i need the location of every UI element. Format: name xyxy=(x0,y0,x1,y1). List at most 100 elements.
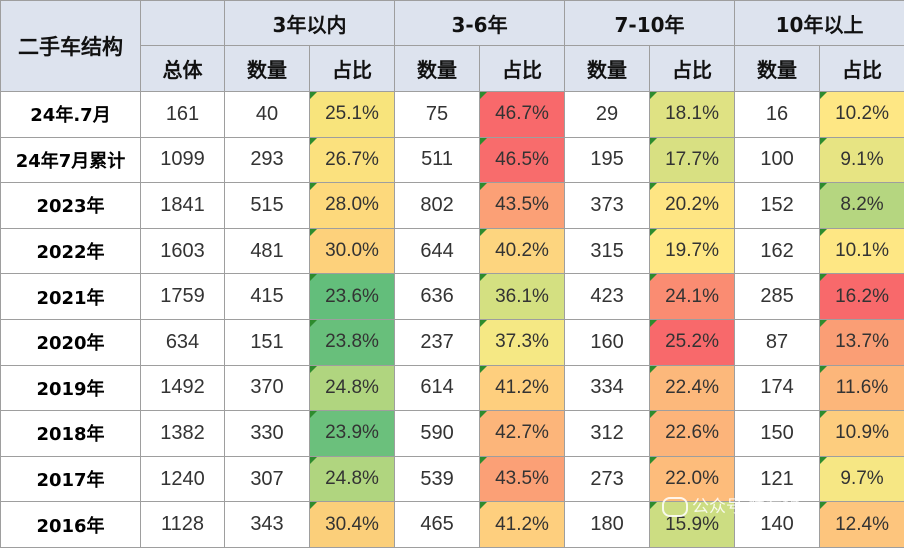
count-cell: 1382 xyxy=(140,410,225,457)
count-cell: 1099 xyxy=(140,136,225,184)
count-cell: 614 xyxy=(394,364,481,412)
corner-header: 二手车结构 xyxy=(0,0,141,92)
count-cell: 307 xyxy=(224,455,310,503)
count-cell: 180 xyxy=(564,501,651,548)
share-cell: 28.0% xyxy=(308,182,396,229)
share-cell: 10.2% xyxy=(819,91,904,138)
count-cell: 423 xyxy=(564,273,651,320)
col-header-count: 数量 xyxy=(394,45,481,92)
count-cell: 343 xyxy=(224,501,310,548)
share-cell: 23.6% xyxy=(308,273,396,320)
share-cell: 40.2% xyxy=(479,227,566,275)
share-cell: 43.5% xyxy=(479,182,566,229)
count-cell: 100 xyxy=(734,136,821,184)
share-cell: 12.4% xyxy=(819,501,904,548)
row-label: 2018年 xyxy=(0,410,141,457)
count-cell: 29 xyxy=(564,91,651,138)
count-cell: 16 xyxy=(734,91,821,138)
share-cell: 22.4% xyxy=(649,364,736,412)
count-cell: 511 xyxy=(394,136,481,184)
row-label: 2021年 xyxy=(0,273,141,320)
share-cell: 24.8% xyxy=(308,455,396,503)
count-cell: 1128 xyxy=(140,501,225,548)
count-cell: 152 xyxy=(734,182,821,229)
share-cell: 26.7% xyxy=(308,136,396,184)
count-cell: 161 xyxy=(140,91,225,138)
share-cell: 42.7% xyxy=(479,410,566,457)
count-cell: 636 xyxy=(394,273,481,320)
row-label: 24年7月累计 xyxy=(0,136,141,184)
share-cell: 23.8% xyxy=(308,318,396,366)
share-cell: 36.1% xyxy=(479,273,566,320)
share-cell: 46.7% xyxy=(479,91,566,138)
count-cell: 1759 xyxy=(140,273,225,320)
count-cell: 330 xyxy=(224,410,310,457)
col-header-count: 数量 xyxy=(734,45,821,92)
group-header-0-3: 3年以内 xyxy=(223,0,396,46)
table-row: 2017年 1240 307 24.8% 539 43.5% 273 22.0% 121 9.7% xyxy=(0,455,904,503)
count-cell: 634 xyxy=(140,318,225,366)
count-cell: 237 xyxy=(394,318,481,366)
row-label: 2020年 xyxy=(0,318,141,366)
count-cell: 75 xyxy=(394,91,481,138)
share-cell: 30.4% xyxy=(308,501,396,548)
share-cell: 20.2% xyxy=(649,182,736,229)
share-cell: 25.1% xyxy=(308,91,396,138)
group-header-10plus: 10年以上 xyxy=(734,0,904,46)
share-cell: 25.2% xyxy=(649,318,736,366)
count-cell: 415 xyxy=(224,273,310,320)
count-cell: 293 xyxy=(224,136,310,184)
count-cell: 1492 xyxy=(140,364,225,412)
share-cell: 43.5% xyxy=(479,455,566,503)
count-cell: 273 xyxy=(564,455,651,503)
count-cell: 150 xyxy=(734,410,821,457)
count-cell: 140 xyxy=(734,501,821,548)
count-cell: 515 xyxy=(224,182,310,229)
share-cell: 15.9% xyxy=(649,501,736,548)
share-cell: 19.7% xyxy=(649,227,736,275)
share-cell: 18.1% xyxy=(649,91,736,138)
count-cell: 481 xyxy=(224,227,310,275)
count-cell: 160 xyxy=(564,318,651,366)
share-cell: 8.2% xyxy=(819,182,904,229)
count-cell: 590 xyxy=(394,410,481,457)
group-header-7-10: 7-10年 xyxy=(564,0,736,46)
blank-header xyxy=(140,0,225,46)
share-cell: 22.0% xyxy=(649,455,736,503)
share-cell: 23.9% xyxy=(308,410,396,457)
count-cell: 644 xyxy=(394,227,481,275)
share-cell: 9.7% xyxy=(819,455,904,503)
share-cell: 24.1% xyxy=(649,273,736,320)
count-cell: 285 xyxy=(734,273,821,320)
row-label: 2022年 xyxy=(0,227,141,275)
group-header-3-6: 3-6年 xyxy=(394,0,566,46)
table-row: 2021年 1759 415 23.6% 636 36.1% 423 24.1% 285 16.2… xyxy=(0,273,904,320)
row-label: 2023年 xyxy=(0,182,141,229)
count-cell: 121 xyxy=(734,455,821,503)
count-cell: 40 xyxy=(224,91,310,138)
row-label: 24年.7月 xyxy=(0,91,141,138)
share-cell: 9.1% xyxy=(819,136,904,184)
count-cell: 465 xyxy=(394,501,481,548)
share-cell: 16.2% xyxy=(819,273,904,320)
share-cell: 13.7% xyxy=(819,318,904,366)
col-header-share: 占比 xyxy=(819,45,904,92)
share-cell: 41.2% xyxy=(479,501,566,548)
table-row: 2020年 634 151 23.8% 237 37.3% 160 25.2% 87 13.7% xyxy=(0,318,904,366)
share-cell: 10.9% xyxy=(819,410,904,457)
count-cell: 1240 xyxy=(140,455,225,503)
count-cell: 87 xyxy=(734,318,821,366)
count-cell: 162 xyxy=(734,227,821,275)
count-cell: 1603 xyxy=(140,227,225,275)
share-cell: 24.8% xyxy=(308,364,396,412)
table-row: 24年.7月 161 40 25.1% 75 46.7% 29 18.1% 16 10.2% xyxy=(0,91,904,138)
table-row: 24年7月累计 1099 293 26.7% 511 46.5% 195 17.7% 100 9.… xyxy=(0,136,904,184)
table-row: 2023年 1841 515 28.0% 802 43.5% 373 20.2% 152 8.2% xyxy=(0,182,904,229)
share-cell: 41.2% xyxy=(479,364,566,412)
count-cell: 373 xyxy=(564,182,651,229)
table-row: 2016年 1128 343 30.4% 465 41.2% 180 15.9% 140 12.4… xyxy=(0,501,904,548)
count-cell: 802 xyxy=(394,182,481,229)
count-cell: 312 xyxy=(564,410,651,457)
col-header-share: 占比 xyxy=(479,45,566,92)
